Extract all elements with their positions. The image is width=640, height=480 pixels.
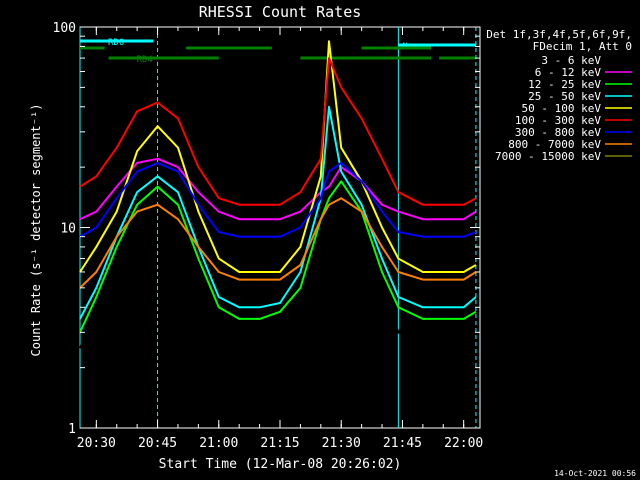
legend-entry-label: 12 - 25 keV	[528, 78, 601, 91]
legend-entry-label: 3 - 6 keV	[541, 54, 601, 67]
series-line	[79, 57, 477, 206]
legend-entry-label: 6 - 12 keV	[535, 66, 602, 79]
x-tick-label: 20:30	[77, 436, 116, 451]
legend-entry-label: 800 - 7000 keV	[508, 138, 601, 151]
y-axis-label: Count Rate (s⁻¹ detector segment⁻¹)	[29, 104, 43, 357]
y-tick-label: 100	[53, 21, 76, 36]
chart-title: RHESSI Count Rates	[199, 3, 362, 21]
legend-title: FDecim 1, Att 0	[533, 40, 632, 53]
x-tick-label: 21:00	[199, 436, 238, 451]
footer-timestamp: 14-Oct-2021 00:56	[554, 469, 636, 478]
y-tick-label: 10	[60, 222, 76, 237]
x-tick-label: 20:45	[138, 436, 177, 451]
plot-frame	[79, 26, 481, 429]
series-line	[79, 40, 477, 273]
x-tick-label: 21:15	[260, 436, 299, 451]
x-tick-label: 21:45	[383, 436, 422, 451]
x-tick-label: 21:30	[322, 436, 361, 451]
series-line	[79, 157, 477, 221]
legend-entry-label: 100 - 300 keV	[515, 114, 601, 127]
legend-title: Det 1f,3f,4f,5f,6f,9f,	[486, 28, 632, 41]
legend-entry-label: 25 - 50 keV	[528, 90, 601, 103]
status-bar-label: RD0	[108, 38, 124, 48]
legend-entry-label: 300 - 800 keV	[515, 126, 601, 139]
series-line	[79, 197, 477, 289]
x-axis-label: Start Time (12-Mar-08 20:26:02)	[159, 457, 402, 472]
series-line	[79, 197, 477, 365]
y-tick-label: 1	[68, 422, 76, 437]
legend-entry-label: 50 - 100 keV	[522, 102, 602, 115]
x-tick-label: 22:00	[444, 436, 483, 451]
status-bar-label: RD4	[137, 55, 153, 65]
series-line	[79, 180, 477, 333]
series-line	[79, 105, 477, 320]
series-line	[79, 161, 477, 238]
legend-entry-label: 7000 - 15000 keV	[495, 150, 601, 163]
